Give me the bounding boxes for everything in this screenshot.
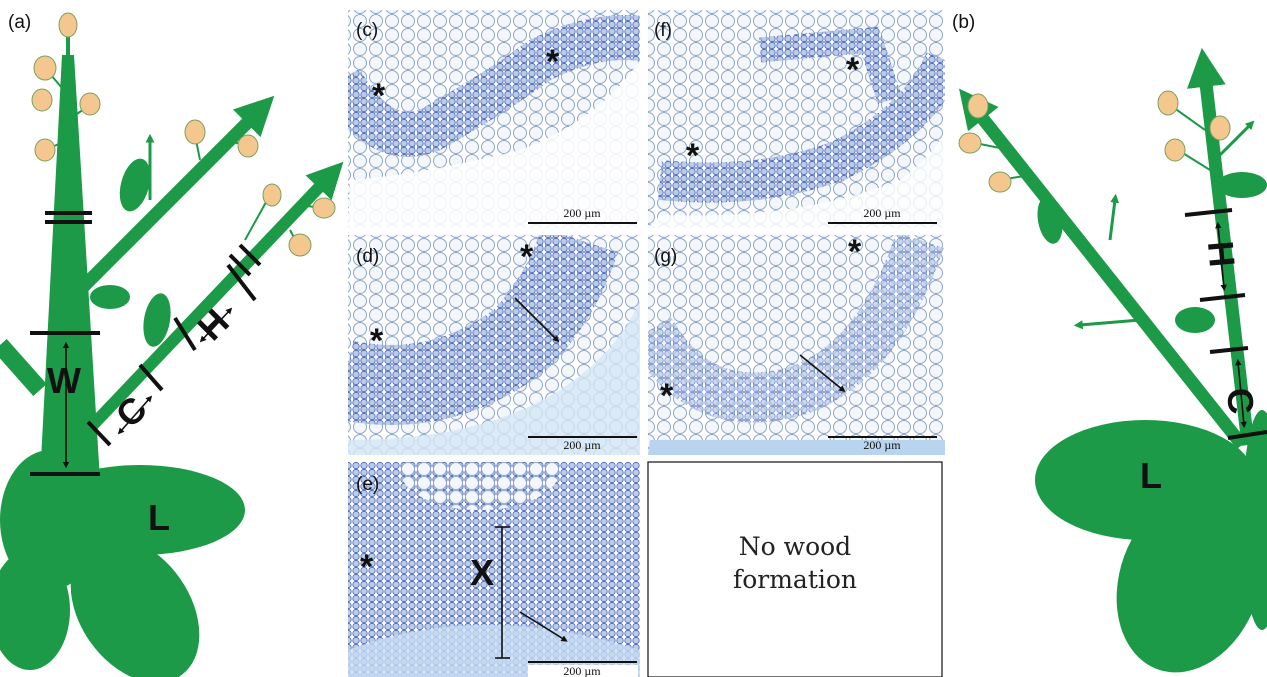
shape-ellipse <box>1217 172 1267 198</box>
shape-ellipse <box>1210 116 1230 140</box>
scale-text: 200 µm <box>863 206 901 220</box>
shape-ellipse <box>968 94 988 118</box>
letter: L <box>148 497 170 538</box>
scale-text: 200 µm <box>863 438 901 452</box>
asterisk: * <box>360 548 374 586</box>
figure: (a) W C H L (b) H C L 200 µm 200 µm 200 … <box>0 0 1267 677</box>
micrograph-c <box>340 10 650 228</box>
letter: C <box>1219 386 1262 415</box>
shape-ellipse <box>1175 307 1215 333</box>
panel-label: (g) <box>654 246 677 267</box>
shape-line <box>1200 295 1245 300</box>
shape-ellipse <box>989 172 1011 192</box>
letter: X <box>470 552 494 593</box>
shape-ellipse <box>90 285 130 309</box>
micrograph-g <box>648 235 945 455</box>
scale-text: 200 µm <box>563 206 601 220</box>
shape-line <box>1110 200 1115 240</box>
shape-line <box>1080 320 1140 325</box>
panel-label: (b) <box>952 12 975 33</box>
micrograph-f <box>648 10 950 228</box>
letter: H <box>1200 239 1243 268</box>
shape-ellipse <box>34 56 56 80</box>
shape-ellipse <box>1165 139 1185 161</box>
panel-label: (f) <box>654 20 672 41</box>
asterisk: * <box>546 43 560 81</box>
asterisk: * <box>660 377 674 415</box>
letter: W <box>47 360 81 401</box>
scale-text: 200 µm <box>563 664 601 677</box>
shape-ellipse <box>1034 194 1066 245</box>
shape-polygon <box>40 55 100 480</box>
asterisk: * <box>848 233 862 271</box>
letter: L <box>1140 455 1162 496</box>
panel-label: (a) <box>8 12 31 33</box>
shape-ellipse <box>35 139 55 161</box>
asterisk: * <box>846 51 860 89</box>
shape-ellipse <box>32 89 52 111</box>
shape-ellipse <box>185 120 205 144</box>
panel-label: (d) <box>356 246 379 267</box>
panel-label: (c) <box>356 20 378 41</box>
shape-ellipse <box>1158 91 1178 115</box>
shape-ellipse <box>238 135 258 157</box>
diagram-a <box>0 13 335 677</box>
shape-ellipse <box>959 133 981 153</box>
shape-ellipse <box>289 234 311 256</box>
shape-ellipse <box>80 93 100 115</box>
empty-text: formation <box>733 565 857 594</box>
shape-ellipse <box>59 13 77 37</box>
asterisk: * <box>370 322 384 360</box>
shape-ellipse <box>313 198 335 218</box>
scale-text: 200 µm <box>563 438 601 452</box>
asterisk: * <box>520 238 534 276</box>
asterisk: * <box>686 137 700 175</box>
diagram-b <box>959 75 1267 677</box>
shape-ellipse <box>263 184 281 206</box>
panel-label: (e) <box>356 474 379 495</box>
shape-line <box>0 345 40 390</box>
shape-line <box>976 110 1242 445</box>
empty-text: No wood <box>739 532 851 561</box>
micrograph-d <box>345 235 640 455</box>
asterisk: * <box>372 77 386 115</box>
